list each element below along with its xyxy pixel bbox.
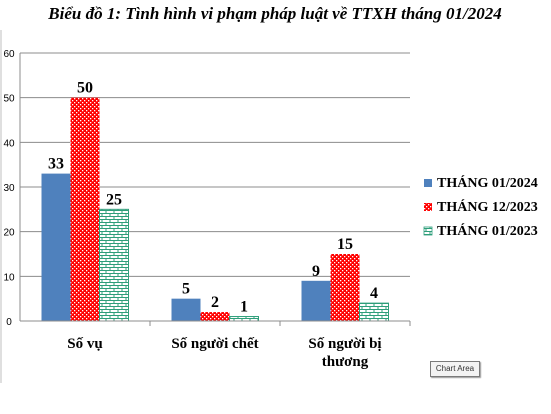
data-label: 15 [337,236,353,253]
data-label: 25 [106,191,122,208]
chart-area-tooltip: Chart Area [430,361,480,377]
bar [301,280,331,321]
data-label: 1 [240,299,248,316]
x-category-label: Số vụ [67,336,102,352]
data-label: 4 [370,285,378,302]
data-label: 50 [77,80,93,97]
y-tick-label: 10 [3,272,15,283]
data-label: 2 [211,294,219,311]
bar [229,316,259,322]
y-tick-label: 50 [3,94,15,105]
y-tick-label: 0 [6,317,12,328]
bar [70,97,100,322]
data-label: 9 [312,263,320,280]
bar [359,302,389,322]
legend-swatch [424,203,432,211]
chart-title: Biểu đồ 1: Tình hình vi phạm pháp luật v… [47,4,501,23]
data-label: 5 [182,281,190,298]
y-tick-label: 30 [3,183,15,194]
bar [330,254,360,321]
y-axis: 0 10 20 30 40 50 60 [3,49,21,328]
x-category-label: Số người chết [171,336,258,352]
legend-label: THÁNG 01/2023 [437,222,538,239]
legend-swatch [423,226,433,236]
bars [41,97,389,322]
bar [171,298,201,321]
legend-label: THÁNG 12/2023 [437,198,538,215]
x-category-label: Số người bị [308,336,381,352]
x-category-label: thương [322,354,369,370]
bar [41,173,71,321]
legend-label: THÁNG 01/2024 [437,174,538,191]
y-tick-label: 20 [3,228,15,239]
y-tick-label: 60 [3,49,15,60]
legend: THÁNG 01/2024 THÁNG 12/2023 THÁNG 01/2023 [423,174,538,239]
bar [200,312,230,321]
bar [99,208,129,322]
data-label: 33 [48,156,64,173]
y-tick-label: 40 [3,138,15,149]
x-axis: Số vụ Số người chết Số người bị thương [20,320,411,370]
data-labels: 33 50 25 5 2 1 9 15 4 [48,80,378,316]
legend-swatch [424,179,432,187]
